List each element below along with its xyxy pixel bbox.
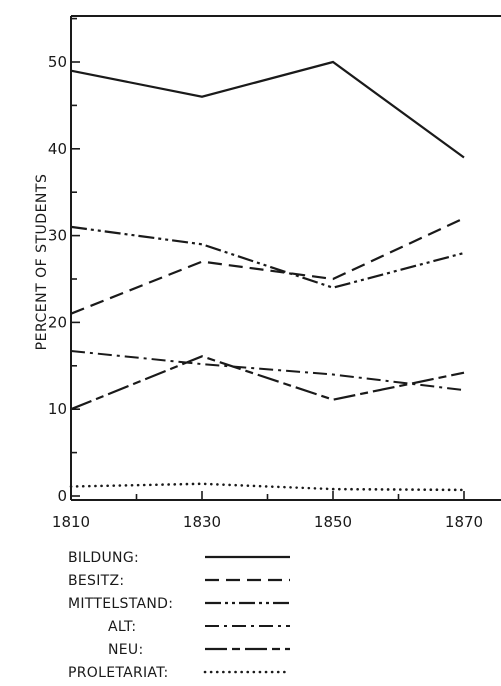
legend-label-mittelstand: MITTELSTAND:	[68, 596, 173, 612]
series-line-alt	[70, 350, 465, 392]
x-axis: 1810 1830 1850 1870	[52, 491, 483, 531]
legend-label-neu: NEU:	[108, 642, 143, 658]
series-line-bildung	[70, 60, 465, 159]
series-line-mittelstand	[70, 225, 465, 289]
legend-label-bildung: BILDUNG:	[68, 550, 139, 566]
series-line-besitz	[70, 217, 465, 315]
plot-frame	[70, 15, 501, 501]
y-axis-title: PERCENT OF STUDENTS	[34, 174, 50, 351]
x-tick-label: 1810	[52, 513, 90, 531]
x-tick-label: 1870	[445, 513, 483, 531]
series-layer	[69, 60, 466, 492]
y-tick-label: 50	[48, 53, 67, 71]
x-tick-label: 1850	[314, 513, 352, 531]
y-tick-label: 0	[57, 487, 67, 505]
series-line-neu	[70, 355, 465, 411]
y-tick-label: 30	[48, 227, 67, 245]
series-line-proletariat	[69, 482, 466, 492]
x-tick-label: 1830	[183, 513, 221, 531]
y-tick-label: 20	[48, 313, 67, 331]
legend-label-proletariat: PROLETARIAT:	[68, 665, 169, 681]
y-axis: 0 10 20 30 40 50	[48, 17, 80, 505]
y-tick-label: 40	[48, 140, 67, 158]
y-tick-label: 10	[48, 400, 67, 418]
legend-label-besitz: BESITZ:	[68, 573, 124, 589]
legend: BILDUNG: BESITZ: MITTELSTAND: ALT: NEU: PROLE…	[68, 550, 292, 681]
legend-label-alt: ALT:	[108, 619, 136, 635]
